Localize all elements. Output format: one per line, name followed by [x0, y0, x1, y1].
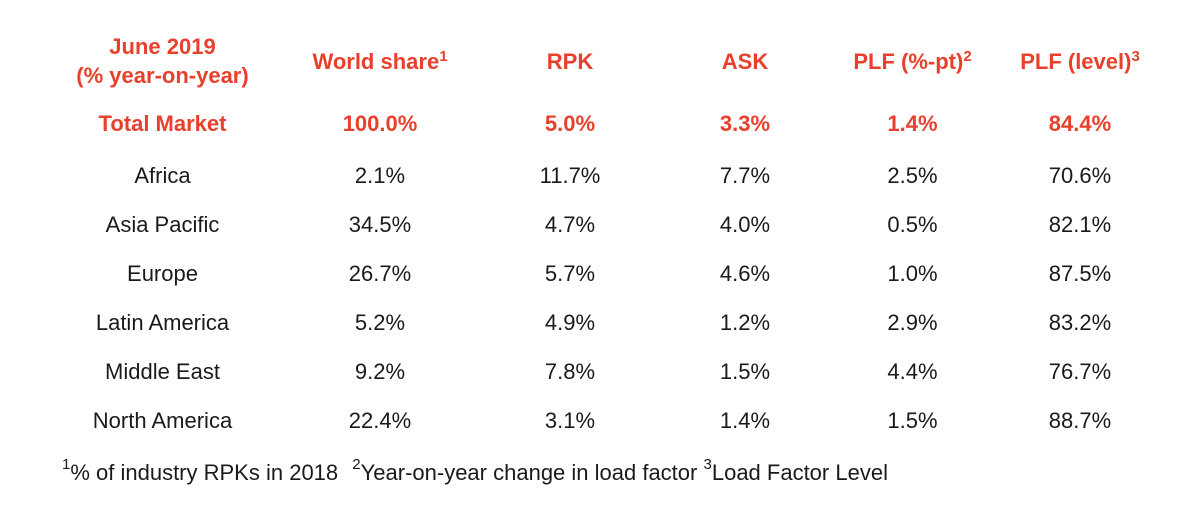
cell-rpk: 4.7%	[544, 211, 596, 237]
header-world-share: World share1	[285, 26, 475, 96]
cell-plf-level: 83.2%	[1048, 309, 1112, 335]
cell-region: Asia Pacific	[105, 211, 220, 237]
cell-world-share: 100.0%	[342, 110, 418, 136]
cell-world-share: 5.2%	[354, 309, 406, 335]
cell-rpk: 5.0%	[544, 110, 596, 136]
cell-plf-pt: 2.5%	[887, 162, 938, 188]
cell-ask: 4.0%	[719, 211, 771, 237]
cell-region: Total Market	[98, 110, 227, 136]
cell-region: Africa	[134, 162, 191, 188]
cell-ask: 7.7%	[719, 162, 771, 188]
table-body: Total Market 100.0% 5.0% 3.3% 1.4% 84.4%…	[40, 96, 1160, 445]
cell-ask: 1.4%	[719, 407, 771, 433]
footnote-2-text: Year-on-year change in load factor	[360, 460, 698, 485]
cell-rpk: 5.7%	[544, 260, 596, 286]
cell-region: Latin America	[95, 309, 230, 335]
header-period: June 2019 (% year-on-year)	[40, 26, 285, 96]
cell-rpk: 4.9%	[544, 309, 596, 335]
cell-rpk: 11.7%	[539, 162, 601, 188]
header-plf-pt: PLF (%-pt)2	[825, 26, 1000, 96]
header-ask: ASK	[721, 48, 769, 74]
footnote-3-marker: 3	[703, 456, 712, 473]
cell-world-share: 22.4%	[348, 407, 412, 433]
footnote-marker-2: 2	[963, 47, 972, 65]
cell-ask: 4.6%	[719, 260, 771, 286]
table-row-asia-pacific: Asia Pacific 34.5% 4.7% 4.0% 0.5% 82.1%	[40, 200, 1160, 249]
header-plf-pt-label: PLF (%-pt)	[853, 48, 964, 74]
table-row-middle-east: Middle East 9.2% 7.8% 1.5% 4.4% 76.7%	[40, 347, 1160, 396]
header-plf-level: PLF (level)3	[1000, 26, 1160, 96]
cell-plf-pt: 2.9%	[887, 309, 938, 335]
cell-plf-pt: 1.5%	[887, 407, 938, 433]
footnote-marker-3: 3	[1131, 47, 1140, 65]
cell-plf-pt: 1.0%	[887, 260, 938, 286]
cell-world-share: 9.2%	[354, 358, 406, 384]
footnote-marker-1: 1	[439, 47, 448, 65]
table-row-latin-america: Latin America 5.2% 4.9% 1.2% 2.9% 83.2%	[40, 298, 1160, 347]
cell-plf-level: 82.1%	[1048, 211, 1112, 237]
cell-world-share: 26.7%	[348, 260, 412, 286]
footnotes: 1% of industry RPKs in 2018 2Year-on-yea…	[62, 456, 888, 486]
cell-plf-level: 70.6%	[1048, 162, 1112, 188]
table-row-total-market: Total Market 100.0% 5.0% 3.3% 1.4% 84.4%	[40, 96, 1160, 151]
cell-plf-level: 84.4%	[1048, 110, 1112, 136]
cell-world-share: 2.1%	[354, 162, 406, 188]
table-row-europe: Europe 26.7% 5.7% 4.6% 1.0% 87.5%	[40, 249, 1160, 298]
cell-plf-level: 87.5%	[1048, 260, 1112, 286]
cell-plf-pt: 0.5%	[887, 211, 938, 237]
table-header: June 2019 (% year-on-year) World share1 …	[40, 26, 1160, 96]
header-row: June 2019 (% year-on-year) World share1 …	[40, 26, 1160, 96]
cell-plf-level: 88.7%	[1048, 407, 1112, 433]
footnote-2-marker: 2	[352, 456, 361, 473]
header-plf-level-label: PLF (level)	[1020, 48, 1132, 74]
footnote-3-text: Load Factor Level	[711, 460, 888, 485]
table-row-north-america: North America 22.4% 3.1% 1.4% 1.5% 88.7%	[40, 396, 1160, 445]
cell-ask: 1.2%	[719, 309, 771, 335]
cell-region: Middle East	[105, 358, 220, 384]
table-row-africa: Africa 2.1% 11.7% 7.7% 2.5% 70.6%	[40, 151, 1160, 200]
cell-region: North America	[92, 407, 233, 433]
cell-ask: 1.5%	[719, 358, 771, 384]
cell-plf-pt: 4.4%	[887, 358, 938, 384]
header-world-share-label: World share	[312, 48, 440, 74]
cell-rpk: 3.1%	[544, 407, 596, 433]
cell-region: Europe	[127, 260, 198, 286]
header-period-line2: (% year-on-year)	[76, 63, 249, 88]
cell-plf-pt: 1.4%	[887, 110, 938, 136]
cell-ask: 3.3%	[719, 110, 771, 136]
header-rpk: RPK	[546, 48, 594, 74]
regional-traffic-table: June 2019 (% year-on-year) World share1 …	[40, 26, 1160, 445]
cell-rpk: 7.8%	[544, 358, 596, 384]
footnote-1-marker: 1	[62, 456, 71, 473]
cell-world-share: 34.5%	[348, 211, 412, 237]
header-period-line1: June 2019	[109, 34, 216, 59]
footnote-1-text: % of industry RPKs in 2018	[70, 460, 339, 485]
cell-plf-level: 76.7%	[1048, 358, 1112, 384]
